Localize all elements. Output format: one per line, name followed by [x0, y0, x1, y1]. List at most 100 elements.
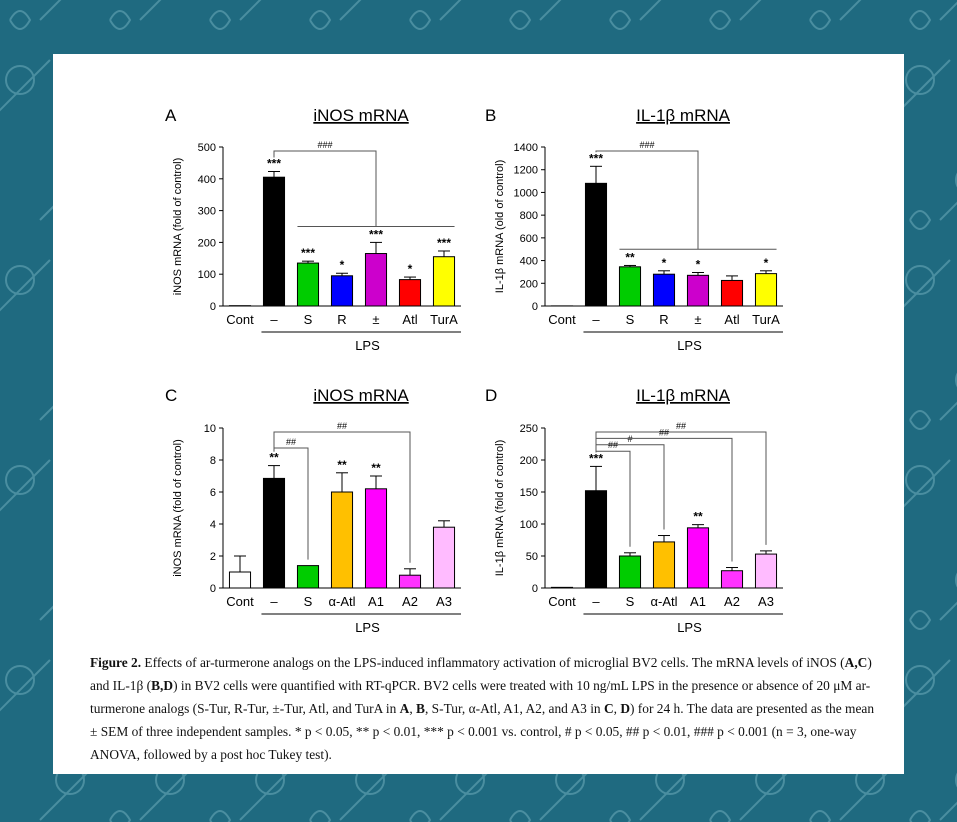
y-tick-label: 6 [210, 487, 216, 499]
pattern-line [939, 1, 957, 21]
x-tick-label: S [626, 312, 635, 327]
pattern-line [839, 0, 862, 21]
y-axis-label: iNOS mRNA (fold of control) [172, 439, 184, 577]
bar [584, 490, 608, 589]
comparison-bracket [273, 150, 377, 227]
x-tick-label: A3 [758, 594, 774, 609]
caption-sep: , [409, 701, 417, 716]
significance-mark: ** [371, 461, 381, 475]
x-tick-label: R [659, 312, 668, 327]
pattern-line [0, 659, 51, 712]
significance-mark: ** [269, 451, 279, 465]
comparison-label: ### [639, 140, 654, 150]
pattern-leaf [709, 10, 732, 30]
pattern-leaf [909, 810, 932, 822]
bar [720, 279, 744, 307]
x-tick-label: S [304, 594, 313, 609]
pattern-circle [5, 65, 35, 95]
significance-mark: *** [437, 236, 451, 250]
y-tick-label: 100 [198, 269, 216, 281]
x-tick-label: – [592, 594, 600, 609]
bar [652, 541, 676, 589]
bar [364, 488, 388, 589]
pattern-circle [905, 465, 935, 495]
y-tick-label: 0 [532, 301, 538, 313]
pattern-line [39, 0, 62, 21]
x-tick-label: – [592, 312, 600, 327]
significance-mark: ** [693, 510, 703, 524]
pattern-leaf [709, 810, 732, 822]
caption-sep-2: , [613, 701, 621, 716]
pattern-line [0, 259, 51, 312]
y-tick-label: 100 [520, 519, 538, 531]
bar [618, 555, 642, 589]
bar [432, 526, 456, 589]
x-tick-label: Cont [226, 594, 254, 609]
y-tick-label: 250 [520, 423, 538, 435]
panel-letter: D [485, 386, 497, 405]
caption-text-1: Effects of ar-turmerone analogs on the L… [141, 655, 845, 670]
y-tick-label: 300 [198, 206, 216, 218]
bar [686, 527, 710, 589]
bar [432, 256, 456, 307]
pattern-line [939, 401, 957, 421]
pattern-leaf [609, 810, 632, 822]
significance-mark: *** [589, 151, 603, 165]
significance-mark: * [696, 257, 701, 271]
pattern-circle [905, 65, 935, 95]
pattern-line [939, 801, 957, 821]
y-tick-label: 0 [210, 583, 216, 595]
pattern-line [939, 201, 957, 221]
caption-ref-ac: A,C [844, 655, 868, 670]
pattern-leaf [909, 10, 932, 30]
comparison-label: ### [317, 140, 332, 150]
comparison-bracket [595, 150, 699, 250]
bar [364, 253, 388, 307]
y-tick-label: 1000 [514, 187, 538, 199]
bar [296, 262, 320, 307]
pattern-leaf [909, 610, 932, 630]
x-tick-label: R [337, 312, 346, 327]
y-axis-label: IL-1β mRNA (old of control) [494, 160, 506, 293]
x-tick-label: Atl [402, 312, 417, 327]
significance-mark: ** [337, 458, 347, 472]
x-tick-label: α-Atl [650, 594, 677, 609]
y-tick-label: 4 [210, 519, 216, 531]
pattern-line [539, 0, 562, 21]
bar [584, 182, 608, 307]
y-axis-label: iNOS mRNA (fold of control) [172, 158, 184, 296]
significance-mark: *** [369, 227, 383, 241]
pattern-leaf [909, 210, 932, 230]
x-tick-label: A1 [368, 594, 384, 609]
bar [296, 565, 320, 589]
y-tick-label: 1200 [514, 165, 538, 177]
x-tick-label: α-Atl [328, 594, 355, 609]
pattern-line [0, 459, 51, 512]
pattern-line [439, 0, 462, 21]
pattern-leaf [909, 410, 932, 430]
x-tick-label: A2 [724, 594, 740, 609]
pattern-leaf [9, 10, 32, 30]
bar [330, 491, 354, 589]
caption-text-4: , S-Tur, α-Atl, A1, A2, and A3 in [424, 701, 604, 716]
significance-mark: *** [267, 156, 281, 170]
comparison-bracket [273, 431, 411, 563]
pattern-circle [5, 465, 35, 495]
comparison-bracket [595, 431, 767, 545]
bar [720, 570, 744, 589]
x-axis-label: LPS [355, 338, 380, 353]
caption-text-2: ) and IL-1β ( [90, 655, 872, 693]
pattern-circle [955, 572, 957, 588]
pattern-line [639, 0, 662, 21]
panel-letter: A [165, 106, 177, 125]
significance-mark: * [662, 256, 667, 270]
x-axis-label: LPS [677, 620, 702, 635]
caption-text-3: ) in BV2 cells were quantified with RT-q… [90, 678, 871, 716]
bar [398, 279, 422, 307]
pattern-leaf [209, 810, 232, 822]
pattern-circle [905, 265, 935, 295]
pattern-leaf [309, 10, 332, 30]
significance-mark: *** [301, 246, 315, 260]
